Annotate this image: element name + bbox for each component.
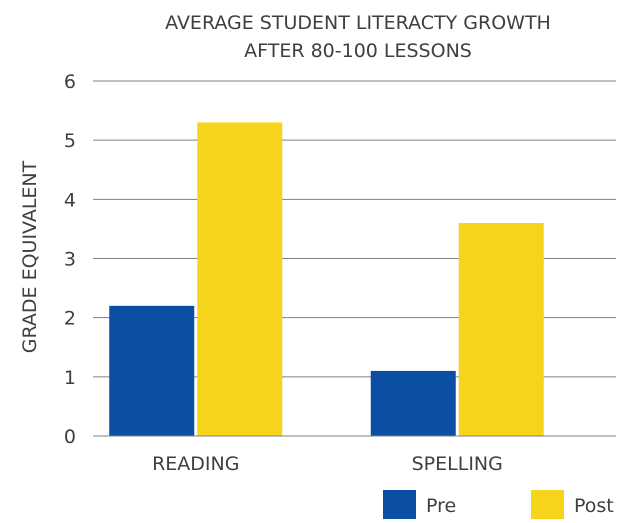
y-axis-title: GRADE EQUIVALENT [19, 160, 41, 353]
y-tick-label-3: 3 [64, 249, 76, 271]
chart-title-line-1: AVERAGE STUDENT LITERACTY GROWTH [165, 12, 551, 34]
legend-label-post: Post [574, 495, 614, 517]
chart-title-line-2: AFTER 80-100 LESSONS [244, 40, 472, 62]
bar-spelling-post [458, 223, 544, 436]
x-category-label-spelling: SPELLING [412, 453, 503, 475]
y-tick-label-0: 0 [64, 426, 76, 448]
legend-swatch-pre [383, 490, 416, 519]
axes: 0 1 2 3 4 5 6 READING SPELLING [64, 71, 616, 475]
bar-reading-post [197, 122, 283, 437]
y-tick-label-5: 5 [64, 130, 76, 152]
y-tick-label-1: 1 [64, 367, 76, 389]
legend-label-pre: Pre [426, 495, 456, 517]
y-tick-label-6: 6 [64, 71, 76, 93]
x-category-label-reading: READING [152, 453, 239, 475]
bar-spelling-pre [370, 370, 456, 436]
y-tick-label-4: 4 [64, 189, 76, 211]
bars [109, 122, 544, 437]
legend: Pre Post [383, 490, 614, 519]
y-tick-label-2: 2 [64, 308, 76, 330]
bar-reading-pre [109, 305, 195, 436]
legend-swatch-post [531, 490, 564, 519]
